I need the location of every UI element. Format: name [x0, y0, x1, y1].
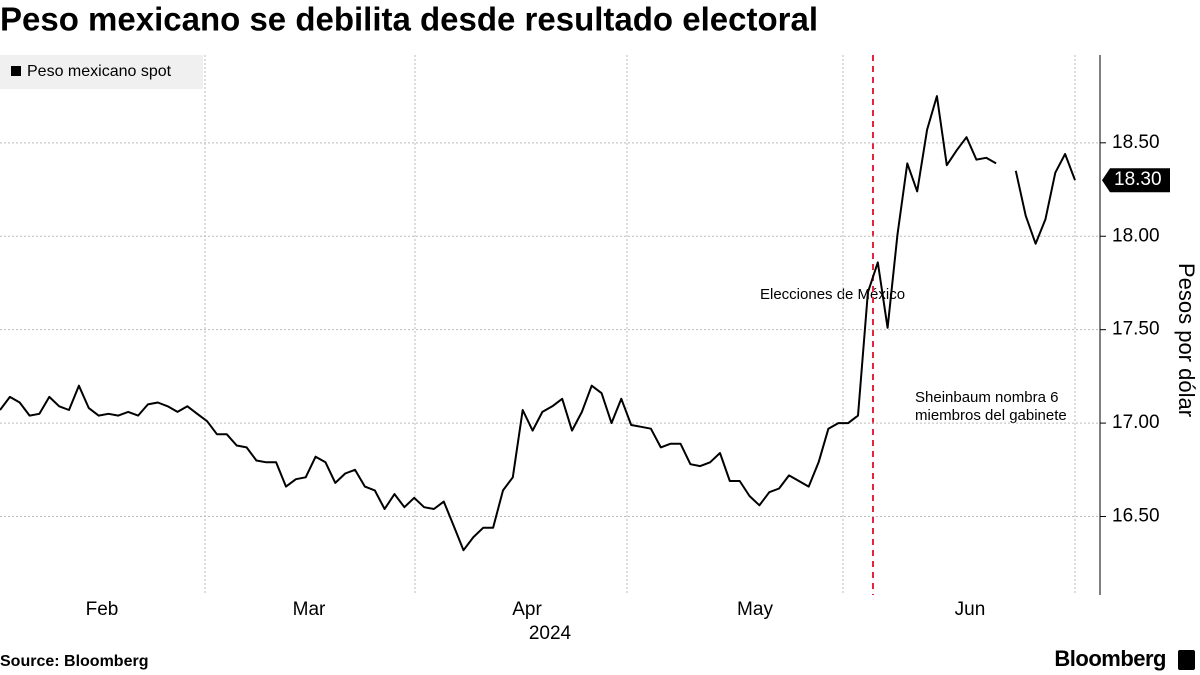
legend-box	[0, 55, 203, 89]
last-value-label: 18.30	[1114, 169, 1162, 190]
y-tick-label: 18.00	[1112, 225, 1160, 246]
legend-label: Peso mexicano spot	[27, 63, 172, 80]
brand: Bloomberg	[1054, 646, 1166, 671]
x-year-label: 2024	[529, 623, 572, 644]
annotation-cabinet: Sheinbaum nombra 6	[915, 389, 1058, 406]
legend-swatch	[11, 66, 21, 76]
chart-title: Peso mexicano se debilita desde resultad…	[0, 1, 818, 38]
brand-icon	[1178, 650, 1195, 670]
y-tick-label: 17.00	[1112, 412, 1160, 433]
line	[0, 95, 1076, 552]
x-tick-label: Jun	[955, 599, 986, 620]
x-tick-label: Mar	[293, 599, 326, 620]
y-tick-label: 18.50	[1112, 132, 1160, 153]
y-axis-label: Pesos por dólar	[1174, 263, 1199, 417]
last-value-tag	[1102, 168, 1170, 193]
y-tick-label: 16.50	[1112, 506, 1160, 527]
source: Source: Bloomberg	[0, 653, 148, 670]
annotation-cabinet: miembros del gabinete	[915, 407, 1067, 424]
x-tick-label: Feb	[86, 599, 119, 620]
x-tick-label: Apr	[512, 599, 542, 620]
x-tick-label: May	[737, 599, 773, 620]
y-tick-label: 17.50	[1112, 319, 1160, 340]
